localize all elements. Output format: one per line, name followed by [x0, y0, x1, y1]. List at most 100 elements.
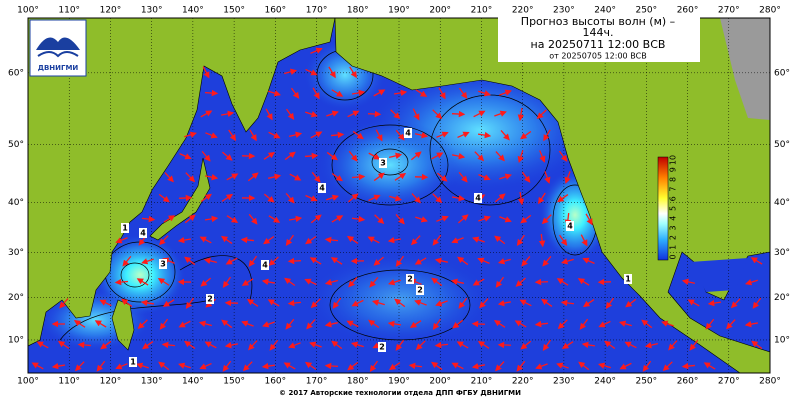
wave-arrow — [200, 277, 212, 287]
wave-arrow — [221, 319, 233, 329]
wave-arrow — [347, 110, 360, 118]
wave-arrow — [521, 255, 531, 267]
wave-arrow — [349, 66, 357, 79]
wave-arrow — [582, 257, 595, 265]
wave-arrow — [96, 360, 106, 372]
contour-label: 4 — [475, 194, 481, 203]
wave-arrow — [289, 173, 302, 181]
wave-arrow — [410, 151, 422, 161]
wave-arrow — [687, 299, 700, 307]
lon-label: 170° — [306, 377, 328, 387]
lon-label: 150° — [223, 377, 245, 387]
lon-label: 240° — [594, 6, 616, 16]
wave-arrow — [242, 361, 253, 372]
wave-arrow — [703, 362, 716, 370]
wave-arrow — [499, 216, 512, 223]
lon-label: 280° — [759, 377, 781, 387]
wave-arrow — [556, 278, 569, 286]
wave-arrow — [494, 235, 506, 245]
wave-arrow — [332, 297, 342, 309]
wave-arrow — [516, 234, 525, 247]
wave-arrow — [388, 279, 401, 286]
wave-arrow — [226, 173, 239, 181]
wave-arrow — [287, 299, 302, 307]
wave-arrow — [248, 213, 258, 225]
lon-label: 110° — [58, 377, 80, 387]
contour-label-bg — [129, 357, 137, 367]
wave-arrow — [642, 360, 652, 372]
wave-arrow — [497, 258, 511, 265]
colorbar-label: 5 — [669, 206, 678, 211]
wave-arrow — [557, 194, 569, 203]
wave-arrow — [331, 340, 343, 350]
wave-arrow — [179, 153, 192, 160]
wave-arrow — [347, 361, 359, 371]
wave-arrow — [431, 152, 444, 160]
wave-arrow — [395, 214, 405, 225]
wave-arrow — [368, 152, 381, 160]
wave-arrow — [346, 320, 359, 328]
wave-arrow — [477, 257, 490, 264]
wave-arrow — [432, 193, 443, 204]
contour-label: 4 — [405, 129, 411, 138]
wave-arrow — [248, 340, 258, 351]
lat-label: 40° — [8, 198, 24, 208]
contour-label-bg — [404, 128, 412, 138]
lon-label: 230° — [553, 377, 575, 387]
wave-arrow — [542, 255, 552, 267]
colorbar-label: 7 — [669, 187, 678, 192]
wave-arrow — [521, 171, 531, 183]
lon-label: 280° — [759, 6, 781, 16]
wave-arrow — [668, 340, 678, 351]
wave-arrow — [415, 340, 426, 351]
title-line: на 20250711 12:00 ВСВ — [531, 38, 666, 51]
wave-arrow — [324, 321, 338, 328]
lat-label: 30° — [774, 248, 790, 258]
wave-arrow — [350, 341, 364, 348]
lon-label: 220° — [512, 6, 534, 16]
wave-arrow — [331, 172, 343, 182]
wave-arrow — [493, 319, 506, 328]
wave-arrow — [115, 363, 128, 370]
contour-label: 2 — [379, 343, 385, 352]
lon-label: 230° — [553, 6, 575, 16]
wave-arrow — [368, 319, 380, 329]
lon-label: 140° — [182, 6, 204, 16]
lon-label: 160° — [264, 6, 286, 16]
lon-label: 200° — [429, 6, 451, 16]
wave-arrow — [199, 362, 212, 370]
wave-arrow — [304, 152, 319, 160]
wave-arrow — [268, 131, 281, 139]
wave-arrow — [432, 234, 442, 246]
wave-arrows — [31, 47, 763, 372]
wave-arrow — [285, 234, 294, 246]
wave-arrow — [434, 341, 449, 349]
wave-arrow — [352, 130, 364, 140]
contour-label-bg — [416, 285, 424, 295]
wave-arrow — [158, 361, 170, 371]
wave-arrow — [580, 234, 588, 247]
wave-arrow — [328, 66, 336, 79]
axis-labels: 100°100°110°110°120°120°130°130°140°140°… — [8, 6, 790, 387]
wave-arrow — [184, 214, 196, 224]
wave-arrow — [158, 193, 170, 203]
wave-arrow — [305, 111, 318, 118]
lon-label: 270° — [718, 6, 740, 16]
wave-arrow — [185, 297, 194, 309]
wave-arrow — [556, 362, 569, 369]
wave-arrow — [220, 110, 235, 118]
wave-arrow — [136, 278, 149, 286]
wave-arrow — [619, 362, 632, 370]
wave-arrow — [543, 129, 551, 142]
wave-arrow — [662, 361, 673, 372]
wave-arrow — [159, 318, 169, 330]
wave-arrow — [536, 109, 547, 120]
wave-arrow — [534, 320, 549, 328]
wave-arrow — [247, 172, 259, 182]
wave-arrow — [750, 257, 763, 265]
wave-arrow — [472, 236, 485, 243]
lon-label: 260° — [677, 377, 699, 387]
wave-arrow — [324, 236, 339, 244]
wave-arrow — [457, 256, 469, 266]
